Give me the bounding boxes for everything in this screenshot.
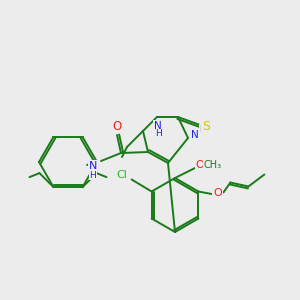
- Text: H: H: [154, 130, 161, 139]
- Text: H: H: [200, 124, 206, 134]
- Text: H: H: [90, 170, 96, 179]
- Text: N: N: [191, 130, 199, 140]
- Text: O: O: [112, 119, 122, 133]
- Text: CH₃: CH₃: [204, 160, 222, 170]
- Text: O: O: [213, 188, 222, 197]
- Text: S: S: [202, 121, 210, 134]
- Text: Cl: Cl: [116, 170, 127, 181]
- Text: O: O: [196, 160, 204, 170]
- Text: N: N: [154, 121, 162, 131]
- Text: N: N: [89, 161, 97, 171]
